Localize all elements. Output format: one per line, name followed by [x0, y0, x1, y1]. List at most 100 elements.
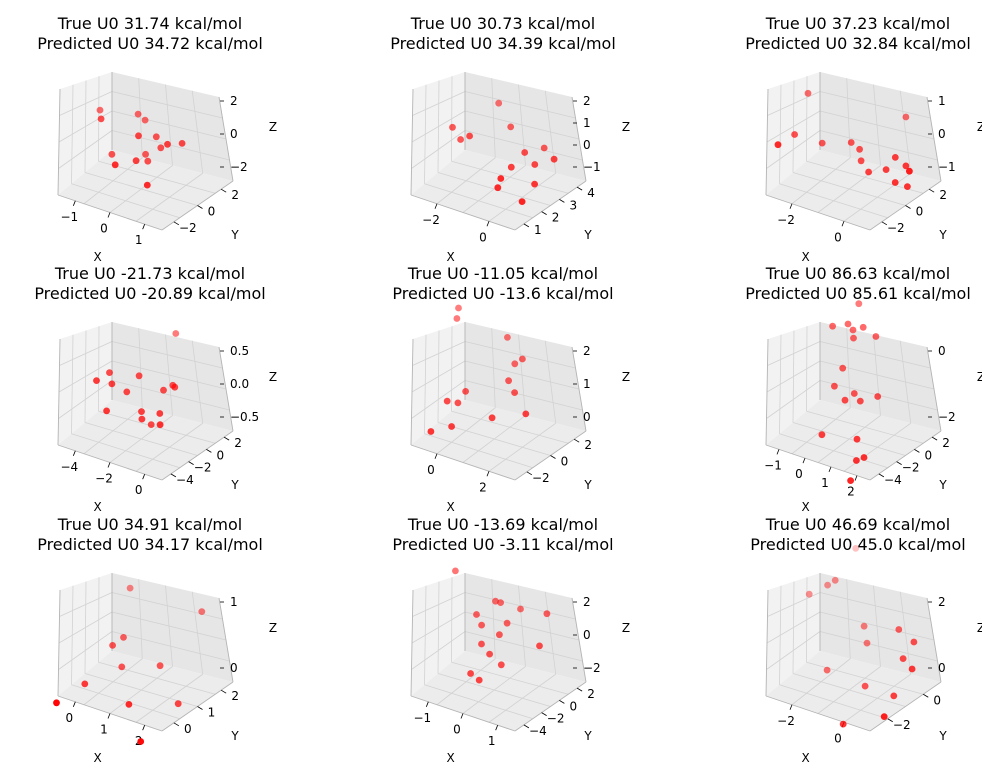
data-point	[462, 388, 469, 395]
data-point	[891, 179, 899, 186]
data-point	[497, 175, 505, 182]
z-tick-label: 1	[938, 94, 946, 108]
y-tick-label: 2	[942, 436, 950, 450]
data-point	[859, 323, 867, 331]
data-point	[427, 428, 435, 435]
data-point	[855, 300, 863, 308]
data-point	[847, 139, 855, 146]
z-tick-label: −1	[938, 160, 956, 174]
y-tick-label: 1	[534, 223, 542, 237]
x-tick-label: 1	[821, 476, 829, 490]
y-tick-label: 0	[208, 205, 216, 219]
data-point	[137, 738, 145, 745]
y-tick-label: 2	[939, 188, 947, 202]
data-point	[492, 597, 499, 605]
y-tick-label: 0	[916, 205, 924, 219]
data-point	[454, 399, 462, 407]
data-point	[171, 383, 179, 391]
y-tick-label: 0	[184, 722, 192, 736]
predicted-u0-title: Predicted U0 45.0 kcal/mol	[750, 535, 965, 554]
z-tick-label: 2	[583, 595, 591, 609]
data-point	[178, 140, 186, 147]
z-axis-label: Z	[269, 370, 277, 384]
data-point	[457, 136, 464, 143]
x-tick-label: 1	[488, 734, 496, 748]
data-point	[475, 676, 483, 684]
y-tick-label: 3	[570, 198, 578, 212]
data-point	[494, 184, 502, 192]
data-point	[496, 631, 503, 639]
true-u0-title: True U0 -21.73 kcal/mol	[54, 264, 245, 283]
data-point	[156, 662, 164, 670]
x-axis-label: X	[801, 500, 809, 514]
y-tick-label: −2	[547, 712, 565, 726]
data-point	[53, 699, 60, 707]
data-point	[134, 110, 142, 118]
z-axis-label: Z	[977, 120, 982, 134]
x-tick-label: 0	[795, 467, 803, 481]
x-tick-label: 1	[135, 233, 143, 247]
y-axis-label: Y	[938, 478, 947, 492]
z-tick-label: 0	[938, 344, 946, 358]
data-point	[507, 163, 515, 171]
y-axis-label: Y	[230, 478, 239, 492]
z-tick-label: −0.5	[230, 410, 259, 424]
x-axis-label: X	[801, 751, 809, 765]
true-u0-title: True U0 86.63 kcal/mol	[765, 264, 950, 283]
y-axis-label: Y	[938, 228, 947, 242]
data-point	[132, 157, 140, 165]
data-point	[455, 304, 462, 312]
data-point	[486, 650, 493, 658]
data-point	[543, 610, 551, 618]
x-axis-label: X	[801, 250, 809, 264]
data-point	[108, 150, 116, 158]
y-axis-label: Y	[230, 729, 239, 743]
x-tick-label: 0	[479, 230, 487, 244]
z-axis-label: Z	[622, 621, 630, 635]
data-point	[467, 670, 474, 677]
predicted-u0-title: Predicted U0 34.17 kcal/mol	[37, 535, 263, 554]
predicted-u0-title: Predicted U0 85.61 kcal/mol	[745, 284, 971, 303]
data-point	[157, 144, 165, 152]
predicted-u0-title: Predicted U0 34.39 kcal/mol	[390, 34, 616, 53]
z-axis-label: Z	[977, 621, 982, 635]
data-point	[109, 642, 116, 649]
data-point	[504, 334, 511, 341]
data-point	[172, 330, 180, 337]
data-point	[531, 180, 538, 188]
z-tick-label: 0	[230, 661, 238, 675]
data-point	[141, 116, 149, 124]
data-point	[791, 131, 798, 138]
data-point	[125, 701, 133, 708]
z-tick-label: 0	[938, 661, 946, 675]
data-point	[138, 408, 145, 415]
data-point	[863, 639, 871, 647]
y-tick-label: −2	[179, 221, 197, 235]
data-point	[872, 333, 880, 340]
data-point	[452, 567, 459, 575]
data-point	[478, 621, 485, 629]
true-u0-title: True U0 -13.69 kcal/mol	[407, 515, 598, 534]
data-point	[850, 390, 858, 397]
y-tick-label: −4	[529, 724, 547, 738]
data-point	[449, 123, 456, 131]
y-tick-label: 0	[933, 693, 941, 707]
data-point	[123, 388, 131, 396]
data-point	[904, 183, 911, 191]
y-tick-label: 0	[217, 448, 225, 462]
data-point	[522, 410, 530, 418]
true-u0-title: True U0 30.73 kcal/mol	[410, 14, 595, 33]
data-point	[152, 133, 160, 141]
data-point	[850, 334, 857, 342]
y-tick-label: 0	[570, 699, 578, 713]
data-point	[488, 414, 496, 422]
z-tick-label: 0	[583, 410, 591, 424]
z-axis-label: Z	[269, 621, 277, 635]
z-tick-label: 0.5	[230, 344, 249, 358]
x-tick-label: 2	[479, 480, 487, 494]
y-tick-label: 0	[561, 455, 569, 469]
z-tick-label: 0	[583, 628, 591, 642]
y-tick-label: −2	[887, 221, 905, 235]
